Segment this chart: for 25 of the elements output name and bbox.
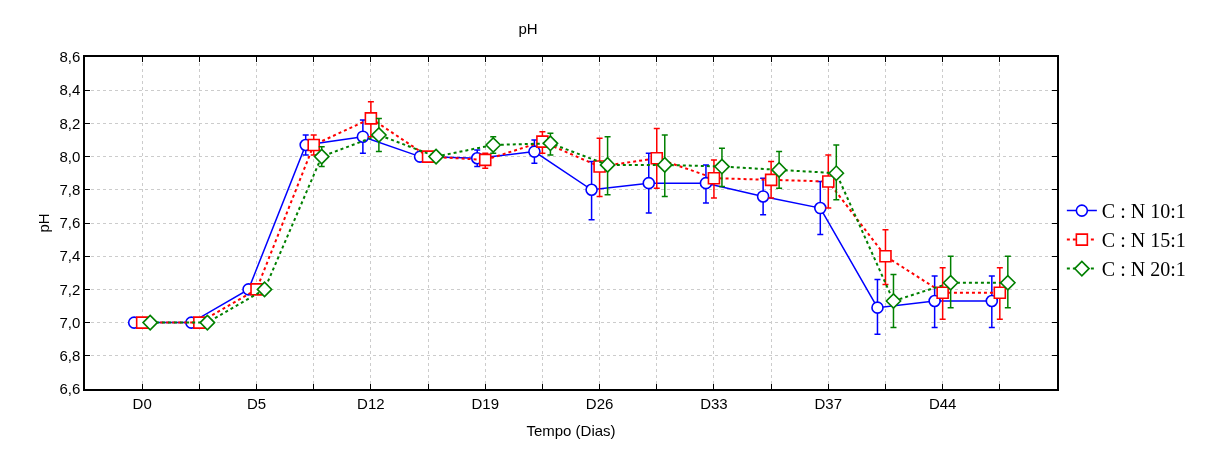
y-tick-label: 7,4: [59, 247, 81, 265]
y-tick-label: 6,8: [59, 347, 81, 365]
y-tick-label: 8,6: [59, 48, 81, 66]
x-tick-label: D33: [700, 394, 728, 412]
legend-label: C : N 15:1: [1101, 229, 1186, 252]
y-tick-label: 6,6: [59, 380, 81, 398]
x-tick-label: D37: [814, 394, 843, 412]
y-tick-label: 7,8: [59, 181, 81, 199]
y-tick-label: 7,2: [59, 280, 81, 298]
chart-title: pH: [518, 19, 538, 37]
y-tick-label: 8,0: [59, 147, 81, 165]
y-axis-title: pH: [35, 213, 53, 233]
y-tick-label: 8,2: [59, 114, 81, 132]
x-axis-title: Tempo (Dias): [526, 422, 616, 440]
x-tick-label: D44: [928, 394, 957, 412]
y-tick-label: 7,6: [59, 214, 81, 232]
x-tick-label: D5: [246, 394, 267, 412]
legend-label: C : N 20:1: [1101, 258, 1186, 281]
legend-label: C : N 10:1: [1101, 200, 1186, 223]
y-tick-label: 8,4: [59, 81, 81, 99]
y-tick-label: 7,0: [59, 313, 81, 331]
x-tick-label: D12: [357, 394, 385, 412]
x-tick-label: D26: [585, 394, 614, 412]
x-tick-label: D0: [132, 394, 152, 412]
x-tick-label: D19: [471, 394, 500, 412]
